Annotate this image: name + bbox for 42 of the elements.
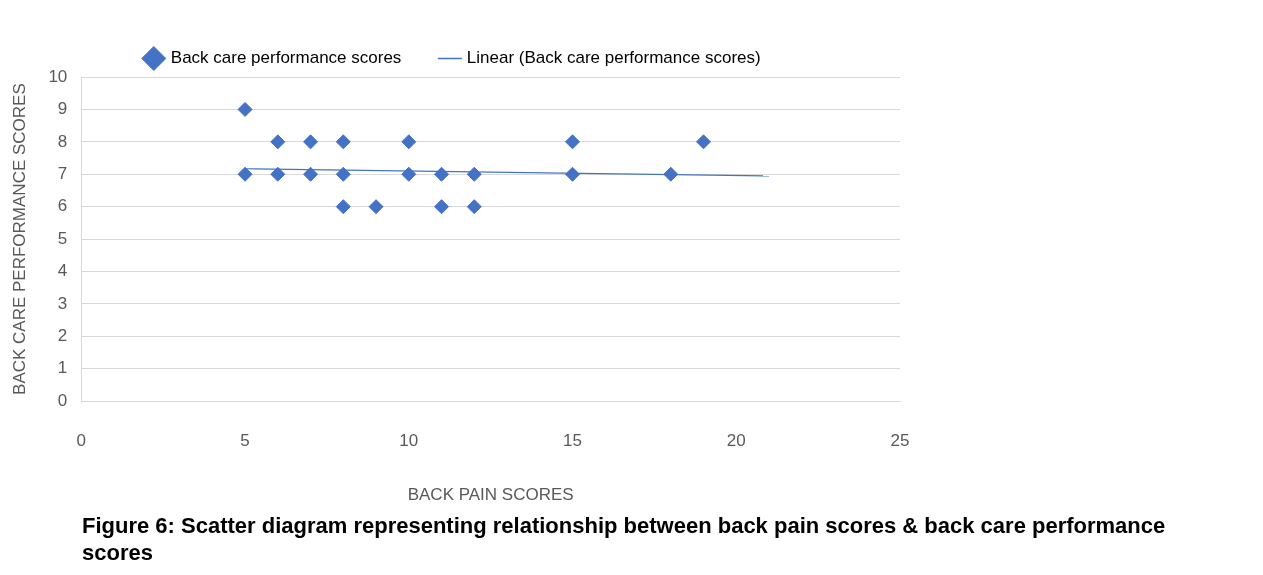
point [270,166,286,182]
y-tick-label: 8 [57,131,68,151]
y-tick-label: 1 [57,358,68,378]
x-tick-label: 20 [726,431,746,451]
point [434,199,450,215]
point [434,166,450,182]
x-tick-label: 25 [890,431,910,451]
point [565,134,581,150]
y-tick-label: 5 [57,228,68,248]
point [303,166,319,182]
point [270,134,286,150]
y-tick-label: 6 [57,196,68,216]
y-tick-label: 2 [57,326,68,346]
x-tick-label: 0 [76,431,87,451]
point [565,166,581,182]
y-tick-label: 0 [57,390,68,410]
point [696,134,712,150]
x-tick-label: 5 [240,431,250,451]
point [401,134,417,150]
y-tick-label: 4 [57,261,68,281]
point [663,166,679,182]
caption: Figure 6: Scatter diagram representing relationship between back pain scores & back care performance scores [82,512,1167,566]
point [303,134,319,150]
point [335,134,351,150]
x-tick-label: 15 [563,431,582,451]
y-axis-title: BACK CARE PERFORMANCE SCORES [9,83,29,395]
point [237,101,253,117]
y-tick-label: 9 [57,99,68,119]
y-tick-label: 7 [57,163,68,183]
point [368,199,384,215]
point [466,199,482,215]
point [335,199,351,215]
x-axis-title: BACK PAIN SCORES [407,485,574,505]
y-tick-label: 3 [57,293,68,313]
x-tick-label: 10 [399,431,419,451]
point [466,166,482,182]
y-tick-label: 10 [48,66,68,86]
legend-label: Linear (Back care performance scores) [466,48,761,68]
point [401,166,417,182]
point [335,166,351,182]
legend-label: Back care performance scores [170,48,402,68]
point [237,166,253,182]
